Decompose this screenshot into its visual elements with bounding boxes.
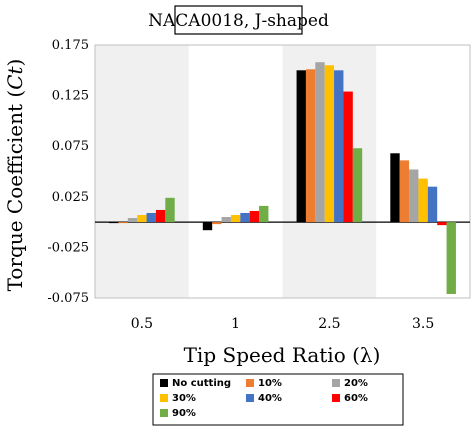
- y-tick-labels: -0.075 -0.025 0.025 0.075 0.125 0.175: [47, 38, 89, 306]
- legend-label: 60%: [344, 393, 368, 404]
- y-tick-label: 0.025: [52, 190, 89, 205]
- legend-swatch: [332, 394, 340, 402]
- y-axis-title-symbol: Ct: [3, 65, 27, 89]
- bar-0.5-10-: [118, 222, 128, 224]
- legend-label: 10%: [258, 378, 282, 389]
- legend-swatch: [160, 394, 168, 402]
- y-tick-label: 0.075: [52, 139, 89, 154]
- legend-label: No cutting: [172, 378, 231, 389]
- bar-2.5-no-cutting: [296, 70, 306, 223]
- category-shade-0.5: [95, 45, 189, 298]
- bar-1-40-: [240, 212, 250, 223]
- legend-swatch: [332, 379, 340, 387]
- x-tick-label: 0.5: [131, 316, 153, 332]
- legend-swatch: [246, 379, 254, 387]
- bars-layer: [109, 62, 456, 294]
- legend-swatch: [246, 394, 254, 402]
- bar-0.5-60-: [155, 209, 166, 223]
- legend-label: 20%: [344, 378, 368, 389]
- bar-2.5-40-: [334, 70, 344, 223]
- bar-3.5-no-cutting: [390, 153, 400, 223]
- bar-2.5-20-: [315, 62, 325, 223]
- legend-label: 90%: [172, 408, 196, 419]
- bar-0.5-90-: [165, 197, 175, 223]
- bar-3.5-60-: [437, 222, 447, 226]
- bar-3.5-90-: [446, 222, 456, 294]
- y-axis-title-text: Torque Coefficient (: [3, 90, 27, 292]
- y-tick-label: -0.075: [47, 291, 89, 306]
- y-tick-label: -0.025: [47, 240, 89, 255]
- bar-3.5-10-: [399, 160, 410, 223]
- bar-3.5-40-: [427, 186, 438, 223]
- bar-1-no-cutting: [202, 222, 213, 231]
- bar-1-30-: [230, 215, 241, 223]
- legend-box: [152, 373, 404, 426]
- plot-area-frame: [94, 44, 471, 299]
- legend-swatch: [160, 409, 168, 417]
- y-axis-title-close: ): [3, 59, 27, 67]
- legend-label: 40%: [258, 393, 282, 404]
- y-tick-label: 0.125: [52, 89, 89, 104]
- bar-0.5-40-: [146, 212, 156, 223]
- x-tick-label: 3.5: [412, 316, 434, 332]
- bar-2.5-60-: [343, 91, 353, 223]
- x-tick-labels: 0.5 1 2.5 3.5: [131, 316, 435, 332]
- bar-1-20-: [221, 217, 231, 223]
- legend: No cutting 10% 20% 30% 40% 60% 90%: [160, 378, 368, 419]
- legend-label: 30%: [172, 393, 196, 404]
- bar-1-60-: [249, 210, 260, 223]
- y-axis-title: Torque Coefficient (Ct): [3, 59, 27, 292]
- bar-0.5-no-cutting: [109, 222, 119, 224]
- bar-1-90-: [259, 205, 269, 223]
- x-tick-label: 2.5: [318, 316, 340, 332]
- chart-title: NACA0018, J-shaped: [148, 11, 329, 31]
- chart-title-box: [174, 5, 303, 35]
- bar-3.5-30-: [418, 178, 428, 223]
- bar-0.5-20-: [127, 218, 138, 223]
- bar-2.5-90-: [352, 148, 363, 223]
- legend-swatch: [160, 379, 168, 387]
- x-axis-title: Tip Speed Ratio (λ): [184, 343, 381, 367]
- bar-2.5-10-: [305, 69, 316, 223]
- bar-2.5-30-: [324, 65, 335, 223]
- bar-1-10-: [212, 222, 222, 225]
- bar-3.5-20-: [409, 169, 419, 223]
- x-tick-label: 1: [231, 316, 240, 332]
- bar-0.5-30-: [137, 215, 147, 223]
- y-tick-label: 0.175: [52, 38, 89, 53]
